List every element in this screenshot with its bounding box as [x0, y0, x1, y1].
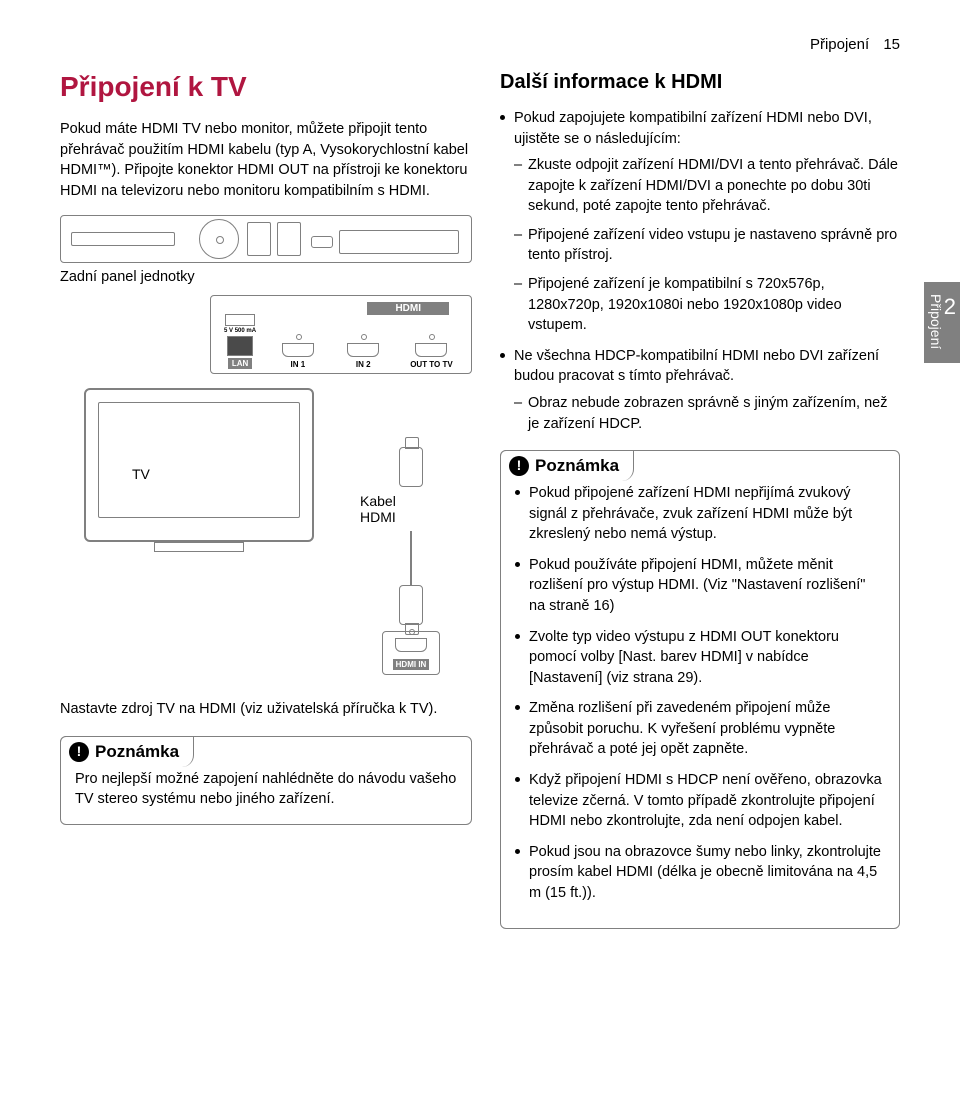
dash-item: Připojené zařízení video vstupu je nasta…	[514, 225, 900, 266]
hdmi-out-port	[415, 343, 447, 357]
dash-item: Připojené zařízení je kompatibilní s 720…	[514, 274, 900, 336]
bullet2: Ne všechna HDCP-kompatibilní HDMI nebo D…	[514, 348, 879, 385]
side-tab-num: 2	[944, 294, 956, 320]
ports-diagram: HDMI 5 V 500 mA LAN IN 1	[210, 295, 472, 374]
plug-bottom-icon	[399, 585, 423, 625]
hdmi-in2-label: IN 2	[337, 360, 390, 369]
hdmi-group-label: HDMI	[367, 302, 449, 315]
note-bullet: Zvolte typ video výstupu z HDMI OUT kone…	[515, 627, 885, 689]
note-bullet: Pokud připojené zařízení HDMI nepřijímá …	[515, 483, 885, 545]
note-box-left: ! Poznámka Pro nejlepší možné zapojení n…	[60, 736, 472, 825]
note-bullet: Pokud používáte připojení HDMI, můžete m…	[515, 555, 885, 617]
tv-hdmi-in-diagram: HDMI IN	[382, 631, 440, 675]
usb-icon	[225, 314, 255, 326]
hdmi-in1-label: IN 1	[271, 360, 324, 369]
page-title: Připojení	[810, 36, 869, 53]
hdmi-in-label: HDMI IN	[393, 659, 430, 670]
page-header: Připojení 15	[60, 36, 900, 53]
exclamation-icon: !	[69, 742, 89, 762]
note-label: Poznámka	[535, 454, 619, 478]
side-tab: 2 Připojení	[924, 282, 960, 363]
plug-top-icon	[399, 447, 423, 487]
section-heading: Připojení k TV	[60, 71, 472, 103]
cable-label-1: Kabel	[360, 493, 466, 509]
rear-panel-caption: Zadní panel jednotky	[60, 269, 472, 285]
side-tab-label: Připojení	[928, 294, 944, 349]
hdmi-out-label: OUT TO TV	[402, 360, 461, 369]
hdmi-cable-diagram: Kabel HDMI HDMI IN	[356, 447, 466, 675]
device-rear-diagram	[60, 215, 472, 263]
note-bullet: Když připojení HDMI s HDCP není ověřeno,…	[515, 770, 885, 832]
usb-spec: 5 V 500 mA	[221, 328, 259, 334]
set-source-text: Nastavte zdroj TV na HDMI (viz uživatels…	[60, 699, 472, 720]
note-bullet: Změna rozlišení při zavedeném připojení …	[515, 698, 885, 760]
bullet-item: Ne všechna HDCP-kompatibilní HDMI nebo D…	[500, 346, 900, 434]
note-bullet: Pokud jsou na obrazovce šumy nebo linky,…	[515, 842, 885, 904]
exclamation-icon: !	[509, 456, 529, 476]
dash-item: Zkuste odpojit zařízení HDMI/DVI a tento…	[514, 155, 900, 217]
lan-label: LAN	[228, 358, 252, 369]
page-number: 15	[883, 36, 900, 53]
right-heading: Další informace k HDMI	[500, 71, 900, 94]
note-tab: ! Poznámka	[500, 450, 634, 481]
note-tab: ! Poznámka	[60, 736, 194, 767]
bullet-item: Pokud zapojujete kompatibilní zařízení H…	[500, 108, 900, 336]
hdmi-in1-port	[282, 343, 314, 357]
tv-diagram: TV	[84, 388, 314, 542]
bullet1-lead: Pokud zapojujete kompatibilní zařízení H…	[514, 110, 872, 147]
tv-label: TV	[132, 466, 150, 482]
note-box-right: ! Poznámka Pokud připojené zařízení HDMI…	[500, 450, 900, 928]
cable-label-2: HDMI	[360, 509, 466, 525]
hdmi-in2-port	[347, 343, 379, 357]
dash-item: Obraz nebude zobrazen správně s jiným za…	[514, 393, 900, 434]
note-label: Poznámka	[95, 740, 179, 764]
intro-paragraph: Pokud máte HDMI TV nebo monitor, můžete …	[60, 119, 472, 201]
note-body-left: Pro nejlepší možné zapojení nahlédněte d…	[75, 771, 456, 808]
lan-icon	[227, 336, 253, 356]
